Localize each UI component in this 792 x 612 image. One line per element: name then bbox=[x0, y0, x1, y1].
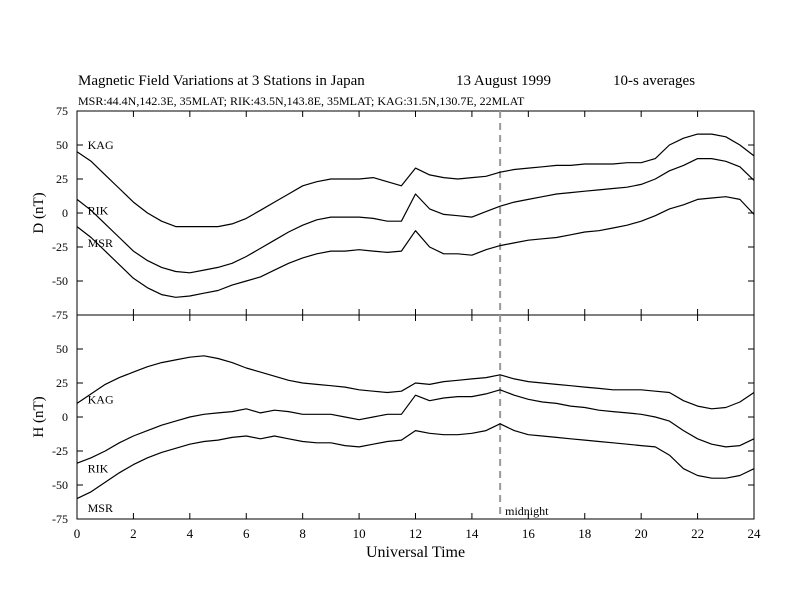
series-label-msr: MSR bbox=[88, 236, 113, 250]
x-tick-label: 0 bbox=[74, 526, 81, 541]
series-msr-line bbox=[76, 423, 755, 500]
x-tick-label: 18 bbox=[578, 526, 591, 541]
chart-date: 13 August 1999 bbox=[456, 73, 552, 89]
series-label-kag: KAG bbox=[88, 392, 114, 406]
x-tick-label: 16 bbox=[522, 526, 536, 541]
y-tick-label: 0 bbox=[62, 410, 68, 424]
x-tick-label: 20 bbox=[635, 526, 648, 541]
y-tick-label: -50 bbox=[52, 274, 68, 288]
panel-top-frame bbox=[76, 110, 755, 316]
series-label-kag: KAG bbox=[88, 138, 114, 152]
series-kag-line bbox=[76, 355, 755, 410]
x-tick-label: 8 bbox=[299, 526, 306, 541]
chart-title: Magnetic Field Variations at 3 Stations … bbox=[78, 73, 365, 89]
x-tick-label: 2 bbox=[130, 526, 137, 541]
y-axis-label-bottom: H (nT) bbox=[31, 396, 47, 437]
chart-title-row: Magnetic Field Variations at 3 Stations … bbox=[78, 73, 695, 141]
series-rik-line bbox=[76, 158, 755, 274]
y-tick-label: 75 bbox=[56, 104, 68, 118]
x-tick-label: 4 bbox=[187, 526, 194, 541]
series-msr-line bbox=[76, 196, 755, 298]
midnight-annotation: midnight bbox=[505, 504, 549, 518]
x-axis-label: Universal Time bbox=[366, 544, 465, 561]
x-tick-label: 24 bbox=[748, 526, 762, 541]
x-tick-label: 12 bbox=[409, 526, 422, 541]
x-tick-label: 14 bbox=[465, 526, 479, 541]
y-tick-label: 50 bbox=[56, 342, 68, 356]
x-tick-label: 22 bbox=[691, 526, 704, 541]
y-tick-label: -75 bbox=[52, 512, 68, 526]
y-tick-label: 25 bbox=[56, 376, 68, 390]
chart-averaging: 10-s averages bbox=[613, 73, 696, 89]
series-label-rik: RIK bbox=[88, 462, 109, 476]
y-tick-label: 0 bbox=[62, 206, 68, 220]
y-tick-label: -50 bbox=[52, 478, 68, 492]
series-kag-line bbox=[76, 133, 755, 228]
series-rik-line bbox=[76, 389, 755, 464]
y-tick-label: -25 bbox=[52, 444, 68, 458]
y-tick-label: -25 bbox=[52, 240, 68, 254]
series-label-rik: RIK bbox=[88, 203, 109, 217]
y-tick-label: 25 bbox=[56, 172, 68, 186]
series-label-msr: MSR bbox=[88, 501, 113, 515]
y-tick-label: -75 bbox=[52, 308, 68, 322]
y-tick-label: 50 bbox=[56, 138, 68, 152]
x-tick-label: 10 bbox=[353, 526, 366, 541]
station-coordinates: MSR:44.4N,142.3E, 35MLAT; RIK:43.5N,143.… bbox=[78, 94, 525, 108]
x-tick-label: 6 bbox=[243, 526, 250, 541]
y-axis-label-top: D (nT) bbox=[31, 192, 47, 233]
